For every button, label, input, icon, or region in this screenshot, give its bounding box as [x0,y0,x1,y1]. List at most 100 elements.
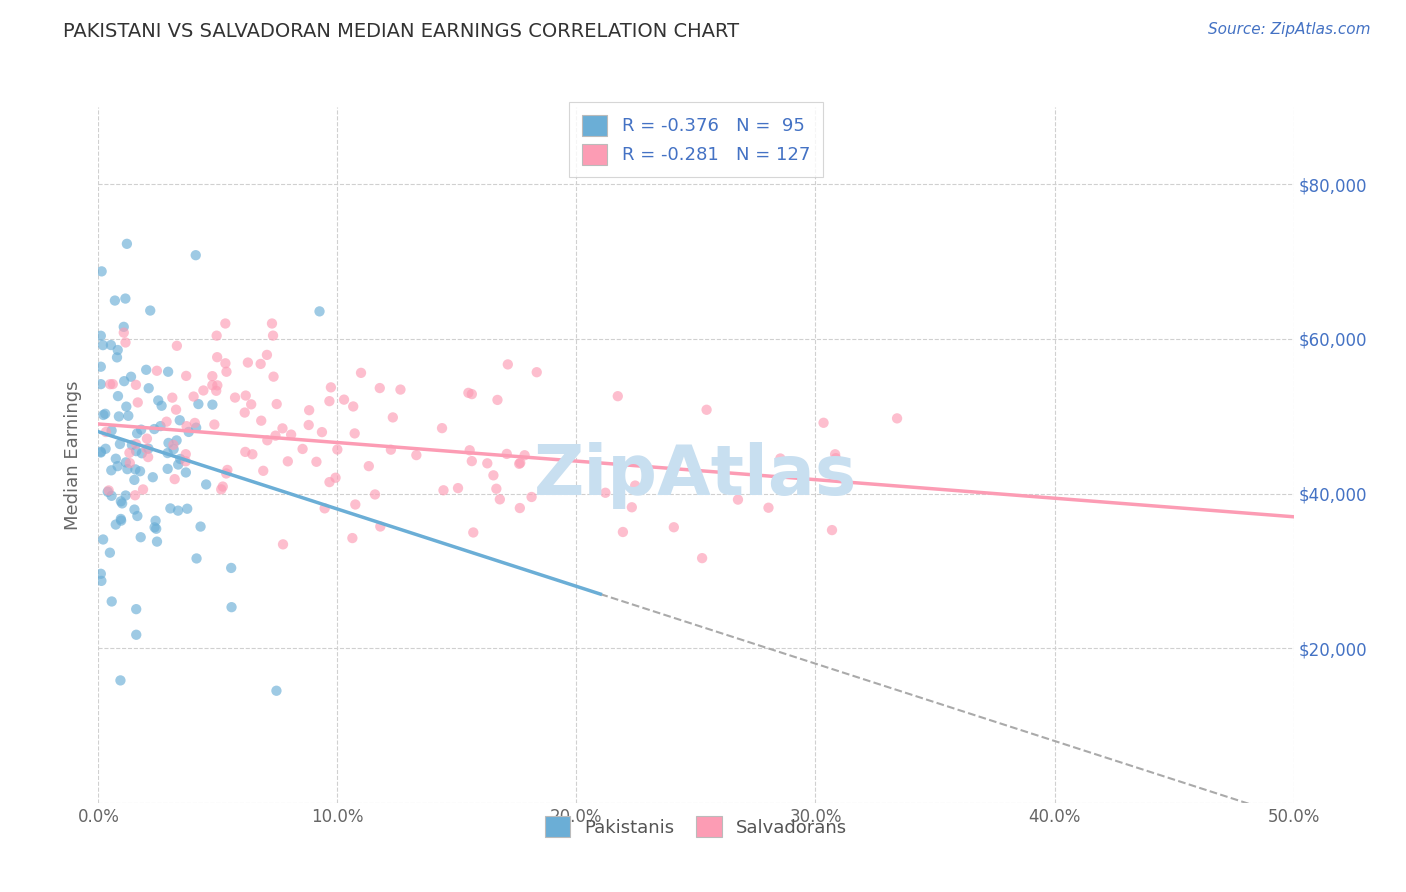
Point [142,470,165,484]
Point [380,442,402,457]
Point [94,425,117,439]
Point [432,483,454,498]
Point [156,446,179,460]
Point [207,378,229,392]
Point [127,395,149,409]
Point [520,490,543,504]
Point [150,399,173,413]
Point [107,389,129,403]
Point [342,400,364,414]
Point [165,402,187,417]
Point [174,447,197,461]
Point [240,397,263,411]
Point [138,381,160,395]
Point [125,377,148,392]
Point [104,451,127,466]
Point [190,519,212,533]
Point [368,519,391,533]
Point [136,450,159,464]
Point [117,462,139,476]
Point [132,483,155,497]
Point [107,459,129,474]
Point [104,293,127,308]
Point [291,442,314,456]
Point [176,419,198,434]
Point [91,533,114,547]
Point [125,444,148,458]
Point [486,392,509,407]
Point [368,381,391,395]
Point [233,445,256,459]
Point [318,475,340,489]
Point [463,525,485,540]
Point [256,348,278,362]
Point [174,466,197,480]
Point [311,425,333,439]
Point [508,457,530,471]
Point [129,423,152,437]
Point [100,463,122,477]
Point [620,500,643,515]
Point [690,551,713,566]
Point [457,385,479,400]
Point [758,500,780,515]
Point [195,477,218,491]
Point [94,442,117,456]
Text: Source: ZipAtlas.com: Source: ZipAtlas.com [1208,22,1371,37]
Point [215,365,238,379]
Point [357,459,380,474]
Point [112,374,135,388]
Point [271,537,294,551]
Point [509,456,531,470]
Point [342,531,364,545]
Point [217,463,239,477]
Point [256,434,278,448]
Point [90,328,112,343]
Point [233,406,256,420]
Point [129,530,152,544]
Point [145,514,167,528]
Point [97,483,120,498]
Point [344,498,367,512]
Point [159,501,181,516]
Point [155,415,177,429]
Point [90,445,112,459]
Point [184,416,207,430]
Point [90,566,112,581]
Point [127,508,149,523]
Point [612,524,634,539]
Point [314,501,336,516]
Point [509,501,531,516]
Point [266,683,288,698]
Point [405,448,427,462]
Point [430,421,453,435]
Point [162,438,184,452]
Point [821,523,844,537]
Point [110,512,132,526]
Point [169,452,191,467]
Point [100,489,122,503]
Point [769,451,792,466]
Point [214,317,236,331]
Point [124,462,146,476]
Point [186,551,208,566]
Point [120,369,142,384]
Point [343,426,366,441]
Point [215,467,238,481]
Point [118,456,141,470]
Point [205,384,228,398]
Point [125,628,148,642]
Point [162,391,184,405]
Point [135,363,157,377]
Point [221,600,243,615]
Point [166,339,188,353]
Point [90,359,112,374]
Point [485,482,508,496]
Point [236,355,259,369]
Point [214,356,236,370]
Point [162,442,184,457]
Point [696,402,718,417]
Point [112,326,135,340]
Point [201,378,224,392]
Point [98,546,121,560]
